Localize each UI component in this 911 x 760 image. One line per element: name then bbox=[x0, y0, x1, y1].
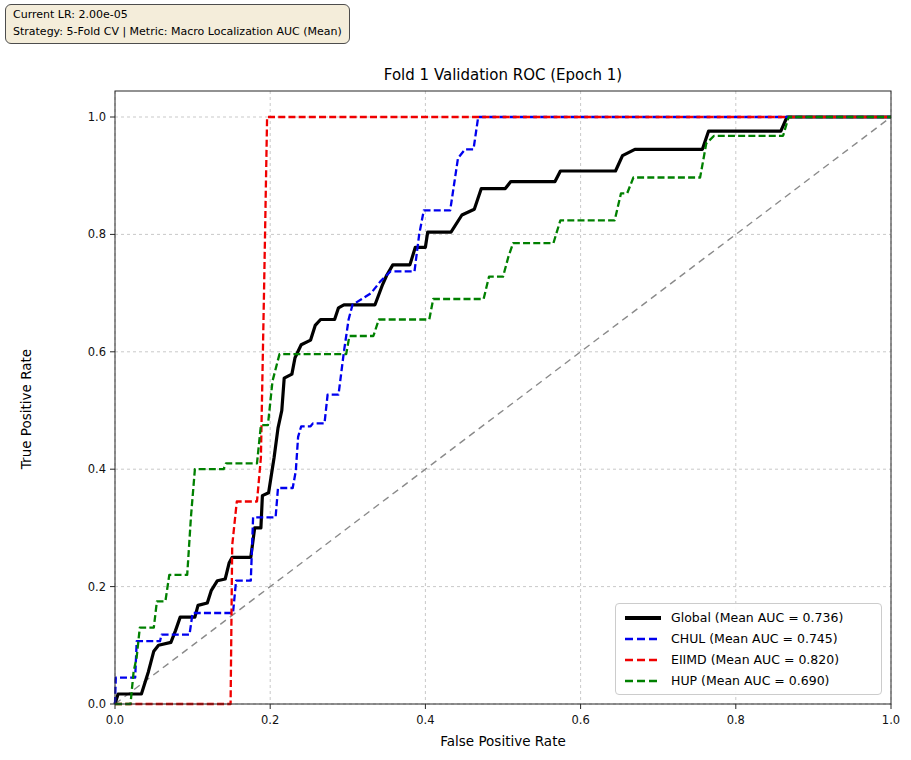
annotation-strategy-metric: Strategy: 5-Fold CV | Metric: Macro Loca… bbox=[13, 24, 342, 41]
y-tick-label: 1.0 bbox=[88, 110, 106, 124]
y-axis-label: True Positive Rate bbox=[18, 309, 34, 509]
legend-item-global: Global (Mean AUC = 0.736) bbox=[624, 607, 873, 628]
lr-strategy-annotation: Current LR: 2.00e-05 Strategy: 5-Fold CV… bbox=[5, 4, 350, 44]
x-tick-label: 1.0 bbox=[882, 713, 900, 727]
legend-item-eiimd: EIIMD (Mean AUC = 0.820) bbox=[624, 649, 873, 670]
x-tick-label: 0.6 bbox=[571, 713, 589, 727]
legend-line-sample-chul bbox=[624, 634, 662, 644]
roc-figure: 0.0 0.2 0.4 0.6 0.8 1.0 0.0 0.2 0.4 0.6 0.8 1.0 Cur… bbox=[0, 0, 911, 760]
legend: Global (Mean AUC = 0.736) CHUL (Mean AUC … bbox=[615, 603, 882, 695]
legend-item-hup: HUP (Mean AUC = 0.690) bbox=[624, 670, 873, 691]
y-tick-label: 0.6 bbox=[88, 345, 106, 359]
x-tick-label: 0.0 bbox=[106, 713, 124, 727]
y-tick-label: 0.2 bbox=[88, 580, 106, 594]
legend-label-chul: CHUL (Mean AUC = 0.745) bbox=[671, 631, 838, 646]
y-tick-label: 0.8 bbox=[88, 227, 106, 241]
x-tick-label: 0.4 bbox=[416, 713, 434, 727]
legend-label-global: Global (Mean AUC = 0.736) bbox=[671, 610, 843, 625]
x-tick-label: 0.2 bbox=[261, 713, 279, 727]
chart-title: Fold 1 Validation ROC (Epoch 1) bbox=[115, 66, 891, 84]
legend-line-sample-eiimd bbox=[624, 655, 662, 665]
legend-line-sample-global bbox=[624, 613, 662, 623]
y-tick-label: 0.4 bbox=[88, 462, 106, 476]
legend-label-hup: HUP (Mean AUC = 0.690) bbox=[671, 673, 829, 688]
x-tick-label: 0.8 bbox=[727, 713, 745, 727]
annotation-current-lr: Current LR: 2.00e-05 bbox=[13, 7, 342, 24]
legend-item-chul: CHUL (Mean AUC = 0.745) bbox=[624, 628, 873, 649]
legend-label-eiimd: EIIMD (Mean AUC = 0.820) bbox=[671, 652, 839, 667]
legend-line-sample-hup bbox=[624, 676, 662, 686]
x-axis-label: False Positive Rate bbox=[115, 733, 891, 749]
y-tick-label: 0.0 bbox=[88, 697, 106, 711]
